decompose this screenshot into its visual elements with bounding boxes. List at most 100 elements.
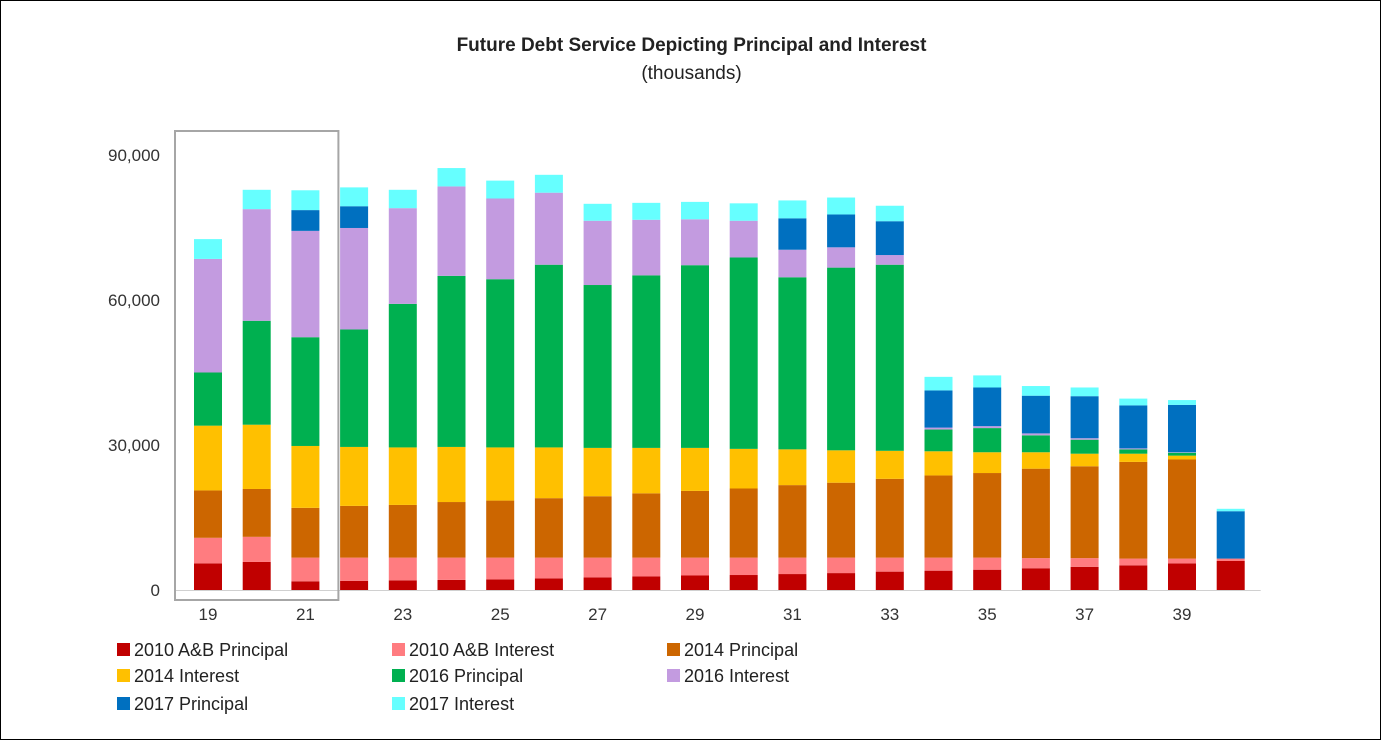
bar-segment xyxy=(194,258,222,373)
y-tick-label: 90,000 xyxy=(108,146,160,165)
bar-segment xyxy=(1168,452,1196,456)
bar-segment xyxy=(583,447,612,497)
bar-segment xyxy=(1168,400,1196,405)
bar-segment xyxy=(681,201,709,220)
bar-segment xyxy=(681,490,709,558)
bar-segment xyxy=(1168,558,1196,564)
bar-segment xyxy=(681,575,709,590)
bar-segment xyxy=(1021,386,1050,396)
bar-segment xyxy=(291,507,320,558)
legend-entry: 2014 Principal xyxy=(684,640,798,660)
bar-segment xyxy=(875,571,904,590)
bar-segment xyxy=(924,390,953,428)
bar-segment xyxy=(486,279,515,448)
bar-segment xyxy=(291,445,320,508)
x-tick-label: 23 xyxy=(393,605,412,624)
bar-segment xyxy=(681,265,709,448)
bar-segment xyxy=(486,557,515,580)
bar-segment xyxy=(534,192,563,265)
bar-segment xyxy=(437,168,466,187)
bar-segment xyxy=(1021,468,1050,559)
bar-segment xyxy=(437,446,466,503)
bar-segment xyxy=(534,578,563,590)
bar-segment xyxy=(534,557,563,579)
bar-segment xyxy=(1119,405,1148,449)
bar-segment xyxy=(1021,433,1050,436)
bar-segment xyxy=(924,451,953,476)
bar-segment xyxy=(242,209,271,321)
bar-segment xyxy=(778,249,807,278)
bar-segment xyxy=(291,210,320,231)
bar-segment xyxy=(486,180,515,199)
x-tick-label: 27 xyxy=(588,605,607,624)
bar-segment xyxy=(1070,566,1099,590)
bar-segment xyxy=(1070,453,1099,467)
bar-segment xyxy=(194,563,222,590)
bar-segment xyxy=(242,561,271,590)
bar-segment xyxy=(242,536,271,562)
bar-segment xyxy=(437,186,466,276)
x-tick-label: 33 xyxy=(880,605,899,624)
bar-segment xyxy=(388,447,417,505)
bar-segment xyxy=(632,493,661,558)
bar-segment xyxy=(583,577,612,590)
bar-segment xyxy=(973,426,1002,429)
bar-segment xyxy=(729,203,758,221)
bar-segment xyxy=(778,574,807,590)
x-tick-label: 19 xyxy=(199,605,218,624)
bar-segment xyxy=(583,220,612,286)
bar-segment xyxy=(534,174,563,193)
x-tick-label: 21 xyxy=(296,605,315,624)
x-tick-label: 31 xyxy=(783,605,802,624)
bar-segment xyxy=(1070,439,1099,454)
bar-segment xyxy=(632,275,661,448)
bar-segment xyxy=(1216,561,1245,590)
bar-segment xyxy=(729,557,758,576)
legend-swatch xyxy=(117,669,130,682)
bar-segment xyxy=(340,505,369,558)
bar-segment xyxy=(388,504,417,558)
bar-segment xyxy=(1021,568,1050,590)
bar-segment xyxy=(827,197,856,215)
bar-segment xyxy=(291,581,320,590)
bar-segment xyxy=(924,429,953,452)
bar-segment xyxy=(583,496,612,558)
bar-segment xyxy=(194,537,222,564)
x-tick-label: 25 xyxy=(491,605,510,624)
bar-segment xyxy=(778,557,807,575)
bar-segment xyxy=(1070,558,1099,567)
bar-segment xyxy=(778,485,807,558)
bar-segment xyxy=(875,450,904,479)
bar-segment xyxy=(388,580,417,590)
bar-segment xyxy=(340,446,369,506)
bar-segment xyxy=(827,573,856,590)
bar-segment xyxy=(632,557,661,577)
bar-segment xyxy=(534,264,563,448)
bar-segment xyxy=(973,452,1002,474)
bar-segment xyxy=(632,447,661,494)
bar-segment xyxy=(194,372,222,426)
bar-segment xyxy=(388,557,417,581)
bar-segment xyxy=(1119,565,1148,590)
bar-segment xyxy=(729,448,758,489)
bar-segment xyxy=(973,387,1002,427)
bar-segment xyxy=(1119,453,1148,462)
bar-segment xyxy=(242,424,271,489)
bar-segment xyxy=(632,219,661,276)
bar-segment xyxy=(242,189,271,210)
bar-segment xyxy=(242,488,271,537)
bar-segment xyxy=(1216,508,1245,512)
bar-segment xyxy=(1021,435,1050,453)
bar-segment xyxy=(340,206,369,228)
bar-segment xyxy=(973,428,1002,453)
highlight-box xyxy=(174,130,340,601)
bar-segment xyxy=(1070,438,1099,440)
legend-entry: 2017 Interest xyxy=(409,694,514,714)
legend-swatch xyxy=(392,643,405,656)
bar-segment xyxy=(583,285,612,448)
bar-segment xyxy=(827,450,856,483)
bar-segment xyxy=(340,187,369,207)
bar-segment xyxy=(973,375,1002,388)
bar-segment xyxy=(388,303,417,448)
bar-segment xyxy=(534,447,563,499)
